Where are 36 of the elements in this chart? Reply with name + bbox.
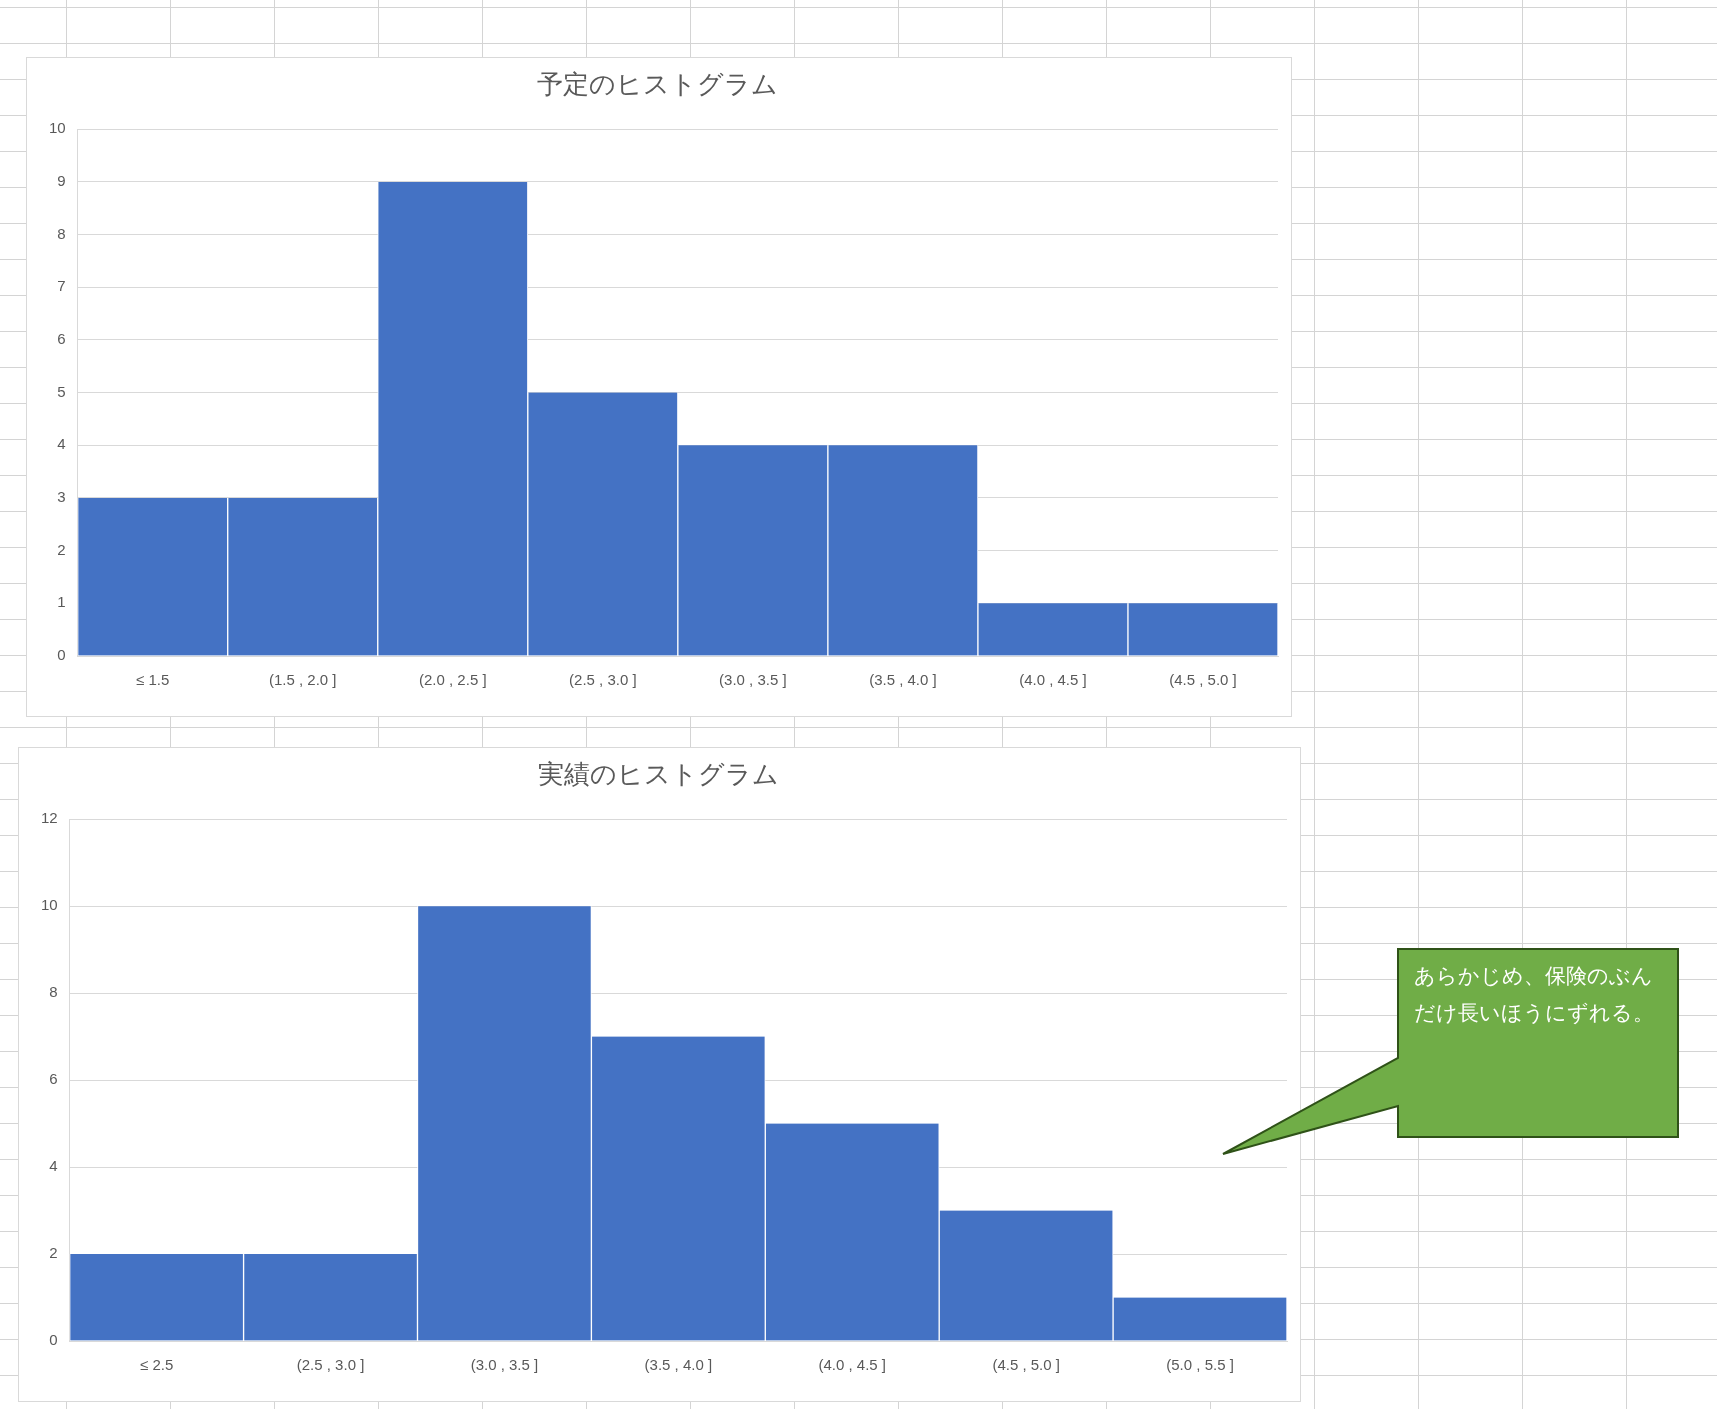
y-tick-label: 6 bbox=[57, 330, 66, 348]
x-tick-label: (4.0 , 4.5 ] bbox=[818, 1356, 887, 1374]
y-tick-label: 6 bbox=[49, 1070, 58, 1088]
x-tick-label: (2.5 , 3.0 ] bbox=[296, 1356, 365, 1374]
x-tick-label: (4.0 , 4.5 ] bbox=[1019, 671, 1087, 689]
y-tick-label: 0 bbox=[57, 646, 66, 664]
y-tick-label: 2 bbox=[49, 1244, 58, 1262]
y-tick-label: 7 bbox=[57, 277, 66, 295]
y-tick-label: 1 bbox=[57, 593, 66, 611]
x-tick-label: (2.5 , 3.0 ] bbox=[569, 671, 637, 689]
x-tick-label: (4.5 , 5.0 ] bbox=[992, 1356, 1060, 1374]
x-tick-label: (3.0 , 3.5 ] bbox=[470, 1356, 539, 1374]
y-tick-label: 10 bbox=[41, 896, 58, 914]
x-tick-label: (4.5 , 5.0 ] bbox=[1169, 671, 1237, 689]
chart-title: 実績のヒストグラム bbox=[537, 758, 779, 789]
y-tick-label: 10 bbox=[49, 119, 66, 137]
x-tick-label: (3.5 , 4.0 ] bbox=[869, 671, 937, 689]
x-tick-label: (3.0 , 3.5 ] bbox=[719, 671, 787, 689]
y-tick-label: 4 bbox=[49, 1157, 58, 1175]
x-tick-label: ≤ 1.5 bbox=[136, 671, 170, 689]
y-tick-label: 8 bbox=[57, 224, 66, 242]
y-tick-label: 0 bbox=[49, 1331, 58, 1349]
y-tick-label: 5 bbox=[57, 382, 66, 400]
y-tick-label: 4 bbox=[57, 435, 66, 453]
y-tick-label: 12 bbox=[41, 809, 58, 827]
x-tick-label: ≤ 2.5 bbox=[140, 1356, 174, 1374]
x-tick-label: (1.5 , 2.0 ] bbox=[268, 671, 337, 689]
x-tick-label: (5.0 , 5.5 ] bbox=[1166, 1356, 1234, 1374]
x-tick-label: (3.5 , 4.0 ] bbox=[644, 1356, 713, 1374]
y-tick-label: 3 bbox=[57, 488, 66, 506]
x-tick-label: (2.0 , 2.5 ] bbox=[419, 671, 487, 689]
y-tick-label: 9 bbox=[57, 172, 66, 190]
text: あらかじめ、保険のぶんだけ長いほうにずれる。 bbox=[1414, 963, 1655, 1026]
y-tick-label: 8 bbox=[49, 983, 58, 1001]
y-tick-label: 2 bbox=[57, 540, 66, 558]
chart-title: 予定のヒストグラム bbox=[537, 68, 778, 99]
